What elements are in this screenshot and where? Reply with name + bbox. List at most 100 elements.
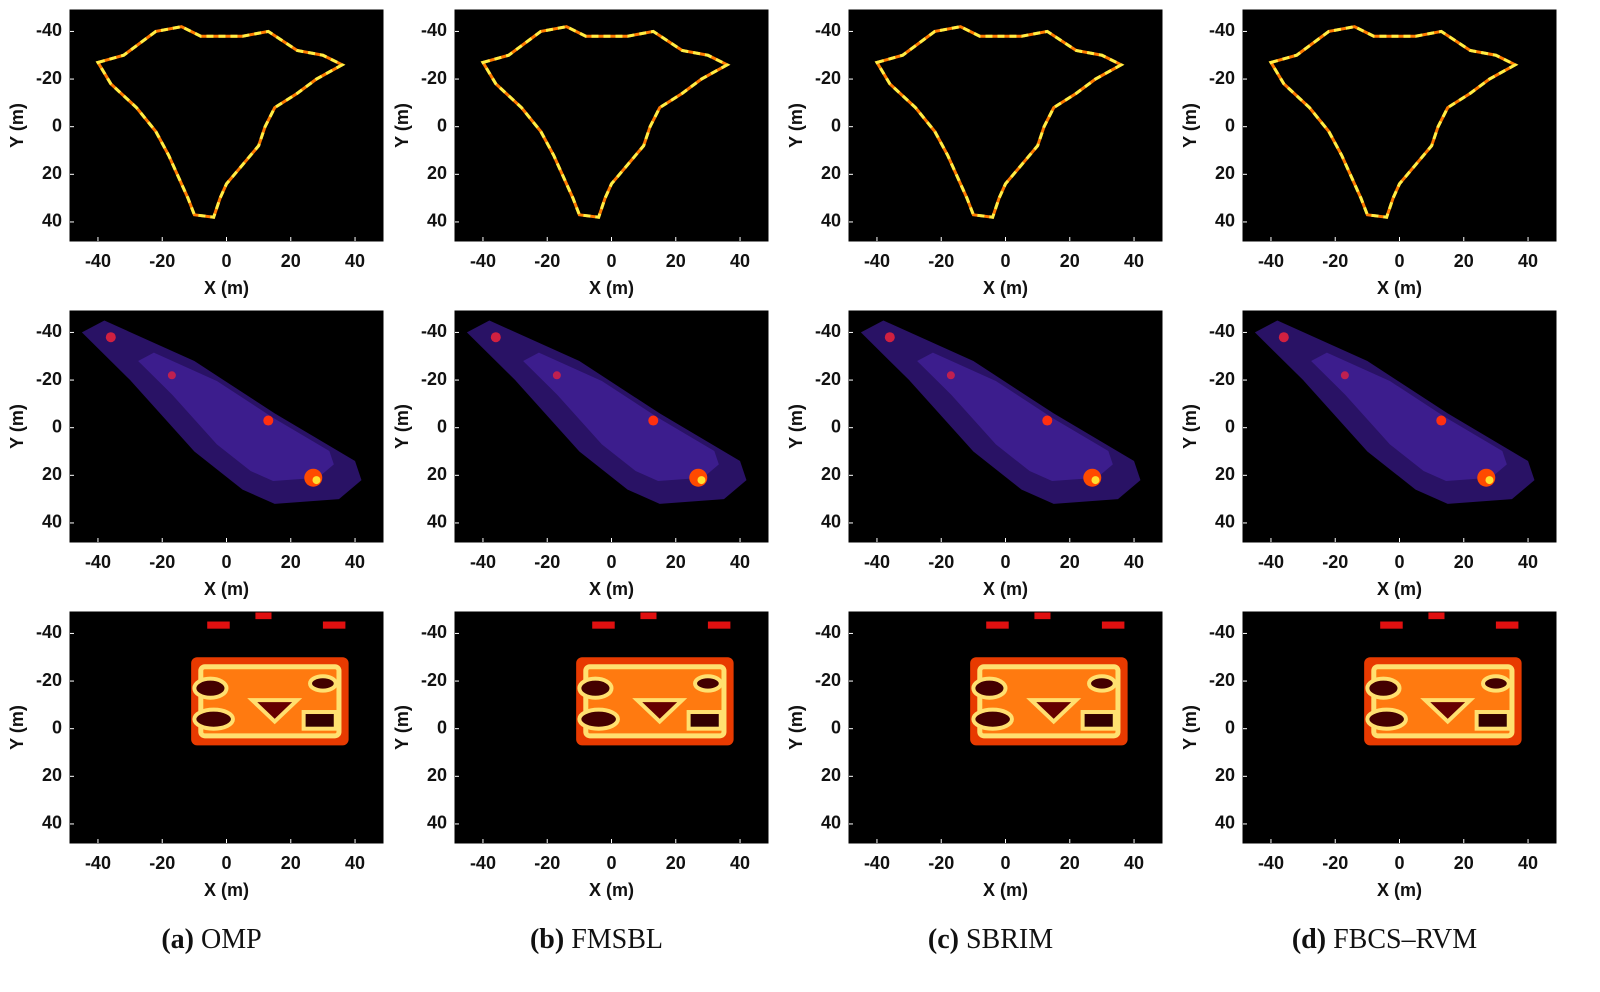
x-tick-label: -40 [85,853,111,873]
x-tick-label: 0 [221,251,231,271]
x-tick-label: 0 [606,251,616,271]
x-axis-label: X (m) [589,880,634,900]
x-tick-label: 20 [1454,853,1474,873]
image-content [322,621,346,629]
caption: (d) FBCS–RVM [1292,924,1477,955]
y-tick-label: 0 [1225,115,1235,135]
image-content [301,710,338,731]
y-tick-label: -20 [421,670,447,690]
y-tick-label: -40 [1209,20,1235,40]
x-tick-label: 20 [281,853,301,873]
x-tick-label: -20 [149,853,175,873]
x-axis-label: X (m) [1377,880,1422,900]
y-tick-label: 40 [42,512,62,532]
image-content [1311,352,1507,482]
image-content [1365,676,1402,700]
x-axis-label: X (m) [983,579,1028,599]
image-content [138,352,334,482]
y-axis-label: Y (m) [392,103,412,148]
image-content [577,676,614,700]
x-tick-label: 0 [1000,853,1010,873]
x-tick-label: 20 [666,552,686,572]
y-tick-label: -20 [421,68,447,88]
x-tick-label: -40 [470,853,496,873]
image-content [1428,612,1445,620]
y-tick-label: 0 [1225,717,1235,737]
image-content [693,674,723,693]
y-tick-label: 20 [427,163,447,183]
image-content [632,698,688,725]
image-content [523,352,719,482]
x-tick-label: 20 [1060,251,1080,271]
x-tick-label: -40 [85,251,111,271]
y-tick-label: -20 [815,68,841,88]
image-content [917,352,1113,482]
y-tick-label: 40 [42,211,62,231]
image-content [1026,698,1082,725]
image-content [255,612,272,620]
image-content [1365,707,1408,731]
x-tick-label: 40 [1518,552,1538,572]
y-tick-label: -20 [36,369,62,389]
y-tick-label: 20 [821,163,841,183]
image-content [707,621,731,629]
y-tick-label: 40 [1215,813,1235,833]
y-tick-label: -20 [1209,369,1235,389]
y-tick-label: 0 [437,717,447,737]
y-tick-label: -20 [815,369,841,389]
image-content [1485,476,1494,485]
y-tick-label: 20 [42,464,62,484]
x-tick-label: 0 [606,853,616,873]
x-tick-label: 20 [1060,853,1080,873]
y-tick-label: -40 [1209,321,1235,341]
y-tick-label: 0 [831,416,841,436]
y-tick-label: 40 [821,211,841,231]
image-content [192,707,235,731]
x-tick-label: -40 [864,853,890,873]
y-tick-label: -40 [36,20,62,40]
image-content [552,371,561,380]
x-tick-label: 40 [1124,552,1144,572]
x-tick-label: 40 [1124,251,1144,271]
x-tick-label: 0 [221,853,231,873]
y-tick-label: 0 [437,416,447,436]
x-tick-label: 40 [345,552,365,572]
y-tick-label: -20 [36,670,62,690]
x-tick-label: -20 [1322,552,1348,572]
image-content [1034,612,1051,620]
image-content [1340,371,1349,380]
x-tick-label: -40 [470,552,496,572]
image-content [95,25,346,219]
x-axis-label: X (m) [589,579,634,599]
image-content [308,674,338,693]
x-tick-label: 0 [1394,251,1404,271]
y-axis-label: Y (m) [392,404,412,449]
x-tick-label: 20 [666,251,686,271]
x-tick-label: 20 [1060,552,1080,572]
y-tick-label: -40 [421,321,447,341]
x-tick-label: -20 [534,552,560,572]
caption-label: (d) [1292,924,1326,955]
x-axis-label: X (m) [983,880,1028,900]
x-tick-label: 40 [730,853,750,873]
caption-label: (c) [928,924,959,955]
y-tick-label: 0 [52,115,62,135]
x-tick-label: -40 [864,552,890,572]
image-content [1101,621,1125,629]
y-tick-label: 40 [1215,211,1235,231]
y-tick-label: 40 [821,813,841,833]
y-tick-label: -40 [36,622,62,642]
image-content [1080,710,1117,731]
y-tick-label: 40 [427,512,447,532]
y-axis-label: Y (m) [1180,705,1200,750]
image-content [986,621,1009,629]
x-tick-label: 40 [1518,853,1538,873]
x-tick-label: -20 [928,251,954,271]
x-axis-label: X (m) [1377,579,1422,599]
x-axis-label: X (m) [1377,278,1422,298]
y-tick-label: 40 [427,211,447,231]
image-content [686,710,723,731]
y-tick-label: -40 [1209,622,1235,642]
image-content [577,707,620,731]
